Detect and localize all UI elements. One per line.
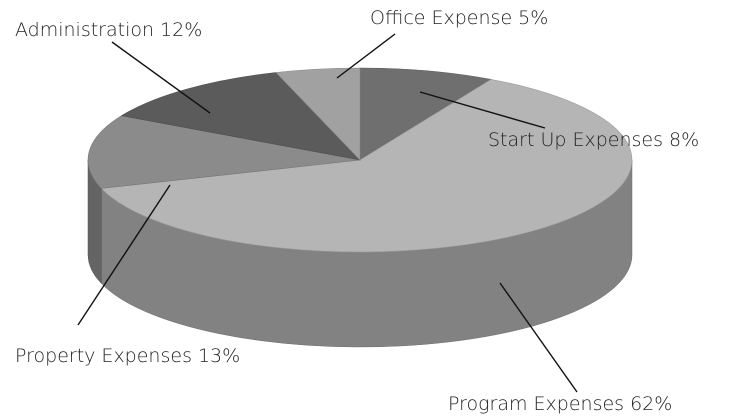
category-label: Program Expenses [448,393,624,415]
leader-line [111,41,211,114]
slice [100,79,633,253]
slice-label: Program Expenses 62% [448,393,672,415]
value-label: 5% [518,7,548,29]
value-label: 13% [198,345,240,367]
value-label: 12% [160,19,202,41]
category-label: Office Expense [370,7,512,29]
value-label: 8% [669,129,699,151]
slice-label: Office Expense 5% [370,7,548,29]
leader-line [419,91,546,129]
leader-line [499,282,578,393]
leader-line [336,33,396,79]
category-label: Administration [15,19,154,41]
slice-label: Administration 12% [15,19,202,41]
slice-label: Property Expenses 13% [15,345,240,367]
leader-line [77,184,171,326]
slice-label: Start Up Expenses 8% [488,129,699,151]
slice [359,67,492,161]
slice [120,72,361,161]
category-label: Start Up Expenses [488,129,663,151]
value-label: 62% [630,393,672,415]
slice [275,67,361,161]
category-label: Property Expenses [15,345,192,367]
slice [87,115,361,189]
